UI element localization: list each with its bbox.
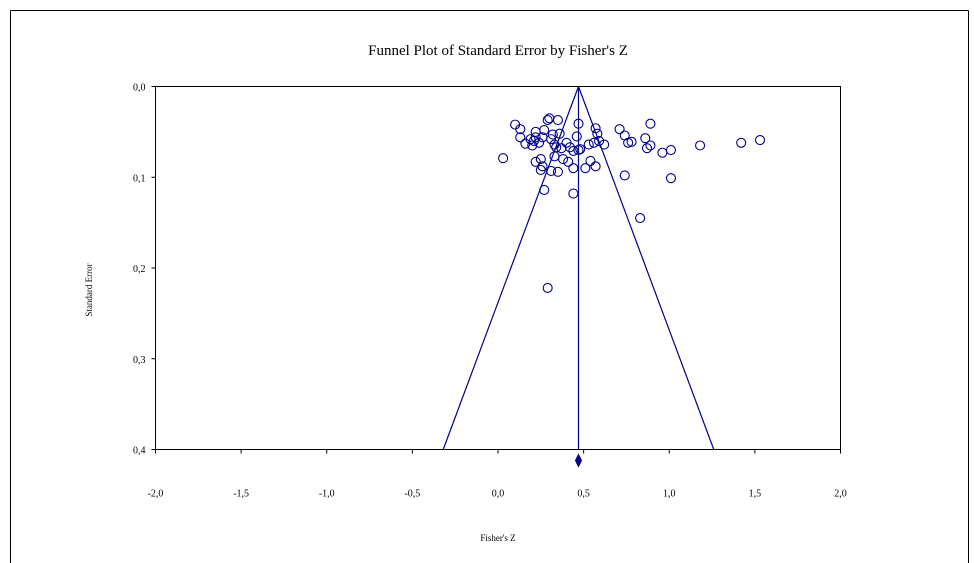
data-point [568,163,579,174]
data-point [515,124,526,135]
x-tick-label-3: -0,5 [404,489,420,500]
data-point [552,115,563,126]
x-tick-label-2: -1,0 [319,489,335,500]
y-tick-label-1: 0,1 [133,173,146,184]
data-point [575,144,586,155]
data-point [571,131,582,142]
x-axis-label: Fisher's Z [480,533,515,543]
data-point [539,184,550,196]
data-point [530,156,541,167]
data-point [626,136,637,147]
data-point [599,139,610,150]
data-point [542,115,553,126]
x-tick-label-0: -2,0 [148,489,164,500]
data-point [563,156,574,167]
x-tick-label-6: 1,0 [663,489,676,500]
data-point [558,154,569,165]
data-point [546,165,557,176]
y-tick-label-3: 0,3 [133,355,146,366]
data-point [556,143,567,154]
data-point [619,170,630,181]
y-tick-label-2: 0,2 [133,264,146,275]
x-axis: -2,0 -1,5 -1,0 -0,5 0,0 0,5 1,0 1,5 2,0 [148,449,847,500]
pooled-estimate-diamond [574,453,583,468]
data-point [568,188,579,199]
data-point [554,128,565,139]
data-point [535,154,546,165]
data-point [754,134,766,146]
data-point [568,145,579,156]
funnel-line-1 [577,86,715,450]
chart-title: Funnel Plot of Standard Error by Fisher'… [368,43,628,59]
data-point [546,134,557,145]
plot-area [155,86,841,450]
x-tick-label-1: -1,5 [233,489,249,500]
data-point [641,143,653,154]
data-point [585,155,596,166]
data-point [498,153,509,164]
y-axis: 0,0 0,1 0,2 0,3 0,4 [133,83,156,457]
data-point [695,140,706,151]
data-point [530,132,541,143]
funnel-lines [442,86,715,450]
data-point [573,118,584,129]
data-point [573,144,584,156]
data-point [590,161,601,172]
data-point [537,161,548,172]
data-point [593,135,605,146]
x-tick-label-5: 0,5 [577,489,590,500]
data-point [635,213,646,224]
data-point [580,163,591,174]
funnel-line-0 [442,86,580,450]
data-point [736,137,747,148]
data-point [592,128,603,139]
data-point [665,144,677,156]
data-points [498,113,766,294]
x-tick-label-4: 0,0 [492,489,505,500]
data-point [552,166,563,177]
x-tick-label-7: 1,5 [749,489,762,500]
data-point [544,113,555,124]
data-point [515,132,526,143]
data-point [614,124,625,135]
data-point [542,282,553,294]
data-point [640,133,651,144]
data-point [645,140,656,151]
y-axis-label: Standard Error [84,263,94,316]
data-point [657,147,668,158]
data-point [547,129,558,140]
y-tick-label-0: 0,0 [133,83,146,94]
y-tick-label-4: 0,4 [133,446,146,457]
data-point [539,125,550,136]
x-tick-label-8: 2,0 [834,489,847,500]
data-point [645,118,656,129]
data-point [665,173,677,184]
data-point [590,123,601,134]
data-point [549,151,560,162]
data-point [583,139,594,150]
data-point [588,137,599,148]
data-point [534,137,545,148]
